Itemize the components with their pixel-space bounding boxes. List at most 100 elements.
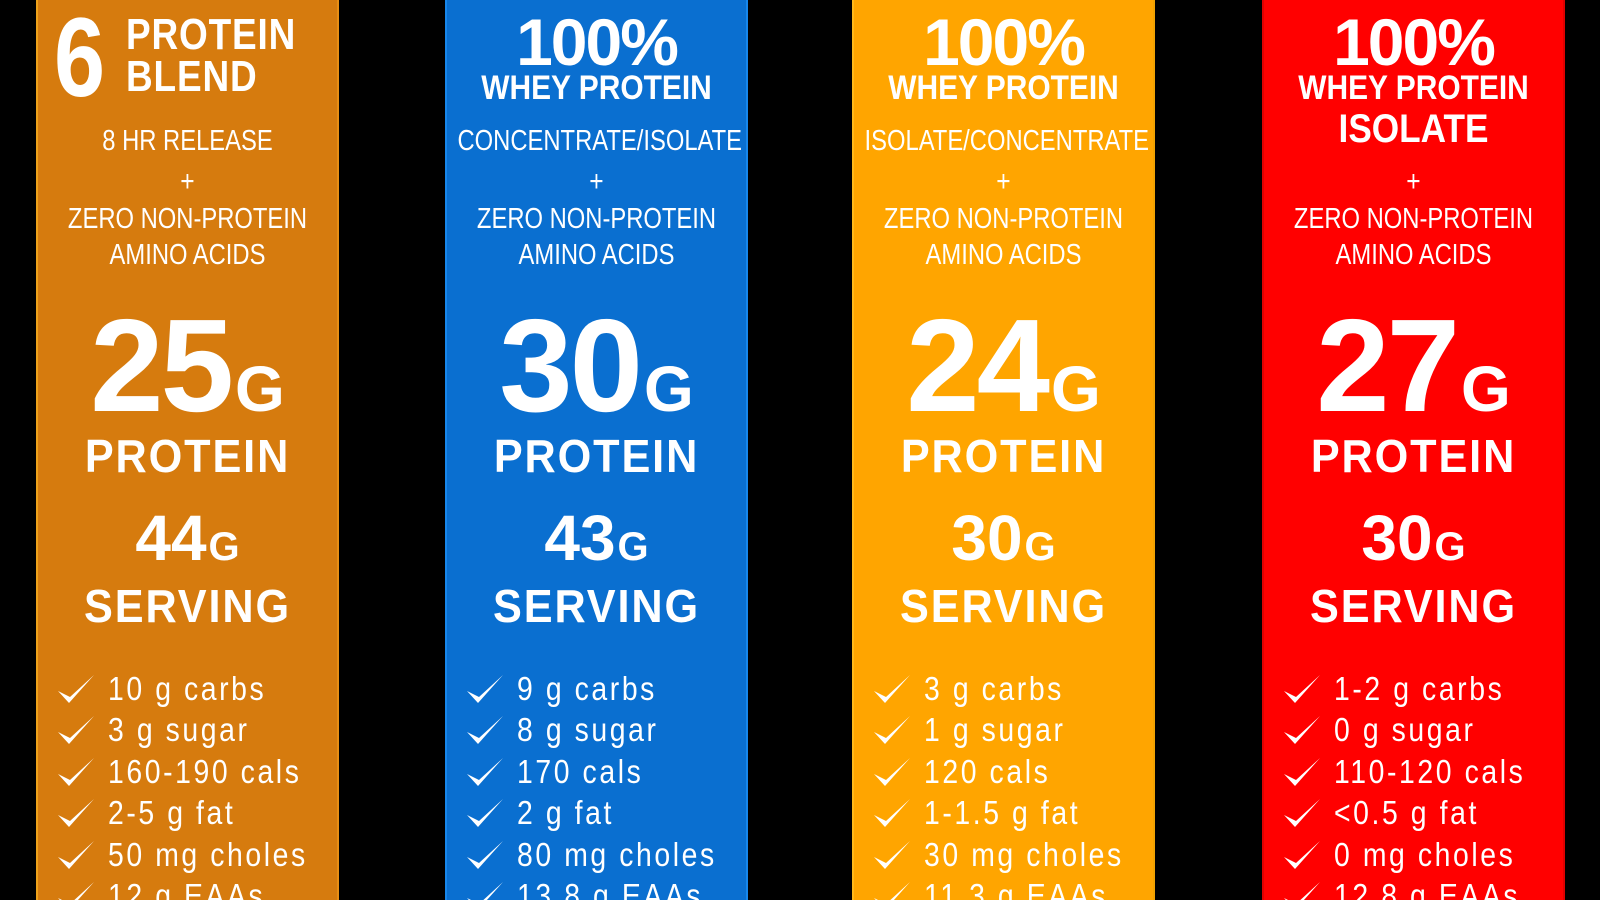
fact-text: 80 mg choles xyxy=(517,835,717,873)
protein-value: 27 xyxy=(1316,292,1460,439)
protein-label: PROTEIN xyxy=(493,430,700,482)
fact-text: 3 g sugar xyxy=(108,711,250,749)
fact-item: 2 g fat xyxy=(465,793,746,835)
protein-label: PROTEIN xyxy=(1310,430,1517,482)
fact-text: 120 cals xyxy=(924,752,1051,790)
check-icon xyxy=(58,882,94,900)
zero-line-1: ZERO NON-PROTEIN xyxy=(67,203,308,235)
zero-line-1: ZERO NON-PROTEIN xyxy=(883,203,1124,235)
serving-amount: 43G xyxy=(447,505,746,571)
serving-unit: G xyxy=(617,525,649,569)
fact-item: 1-1.5 g fat xyxy=(872,793,1153,835)
protein-amount: 25G xyxy=(38,300,337,432)
fact-text: 50 mg choles xyxy=(108,835,308,873)
protein-amount: 30G xyxy=(447,300,746,432)
check-icon xyxy=(58,757,94,786)
percent-headline: 100% xyxy=(516,5,679,79)
serving-amount: 44G xyxy=(38,505,337,571)
zero-line-2: AMINO ACIDS xyxy=(518,239,675,271)
percent-headline: 100% xyxy=(1333,5,1496,79)
zero-line-1: ZERO NON-PROTEIN xyxy=(1293,203,1534,235)
plus-sign: + xyxy=(996,165,1011,198)
check-icon xyxy=(1284,716,1320,745)
serving-unit: G xyxy=(1024,525,1056,569)
protein-unit: G xyxy=(1461,353,1511,425)
fact-item: 3 g carbs xyxy=(872,668,1153,710)
plus-sign: + xyxy=(1406,165,1421,198)
fact-text: 12 g EAAs xyxy=(108,877,266,900)
panel-title: WHEY PROTEIN xyxy=(481,69,712,107)
fact-item: 30 mg choles xyxy=(872,834,1153,876)
check-icon xyxy=(58,716,94,745)
serving-label: SERVING xyxy=(83,580,292,632)
fact-item: 0 g sugar xyxy=(1282,710,1557,752)
protein-value: 30 xyxy=(499,292,643,439)
zero-line-1: ZERO NON-PROTEIN xyxy=(476,203,717,235)
fact-text: 13.8 g EAAs xyxy=(517,877,704,900)
fact-item: 50 mg choles xyxy=(56,834,337,876)
fact-item: 80 mg choles xyxy=(465,834,746,876)
subtitle: 8 HR RELEASE xyxy=(102,125,273,157)
fact-item: 2-5 g fat xyxy=(56,793,337,835)
fact-text: 1 g sugar xyxy=(924,711,1066,749)
fact-text: <0.5 g fat xyxy=(1334,794,1479,832)
check-icon xyxy=(874,840,910,869)
fact-item: 0 mg choles xyxy=(1282,834,1557,876)
panel-whey-isolate-concentrate: 100% WHEY PROTEIN ISOLATE/CONCENTRATE + … xyxy=(852,0,1155,900)
fact-text: 1-1.5 g fat xyxy=(924,794,1081,832)
fact-text: 160-190 cals xyxy=(108,752,302,790)
fact-text: 2-5 g fat xyxy=(108,794,236,832)
fact-text: 12.8 g EAAs xyxy=(1334,877,1521,900)
serving-amount: 30G xyxy=(1264,505,1563,571)
check-icon xyxy=(874,674,910,703)
fact-text: 170 cals xyxy=(517,752,644,790)
plus-sign: + xyxy=(589,165,604,198)
serving-label: SERVING xyxy=(899,580,1108,632)
fact-item: 1 g sugar xyxy=(872,710,1153,752)
check-icon xyxy=(1284,674,1320,703)
title-line-1: PROTEIN xyxy=(126,10,297,59)
check-icon xyxy=(1284,882,1320,900)
fact-text: 3 g carbs xyxy=(924,669,1064,707)
fact-text: 9 g carbs xyxy=(517,669,657,707)
fact-item: 160-190 cals xyxy=(56,751,337,793)
check-icon xyxy=(1284,840,1320,869)
serving-value: 43 xyxy=(544,502,616,574)
check-icon xyxy=(58,840,94,869)
fact-item: 1-2 g carbs xyxy=(1282,668,1557,710)
protein-amount: 24G xyxy=(854,300,1153,432)
fact-item: <0.5 g fat xyxy=(1282,793,1557,835)
zero-line-2: AMINO ACIDS xyxy=(109,239,266,271)
protein-unit: G xyxy=(235,353,285,425)
zero-line-2: AMINO ACIDS xyxy=(925,239,1082,271)
fact-item: 11.3 g EAAs xyxy=(872,876,1153,900)
protein-value: 24 xyxy=(906,292,1050,439)
panel-title: WHEY PROTEIN xyxy=(888,69,1119,107)
fact-text: 30 mg choles xyxy=(924,835,1124,873)
check-icon xyxy=(58,674,94,703)
panel-title-line-2: ISOLATE xyxy=(1338,107,1489,151)
check-icon xyxy=(874,716,910,745)
check-icon xyxy=(467,882,503,900)
fact-text: 10 g carbs xyxy=(108,669,267,707)
fact-item: 3 g sugar xyxy=(56,710,337,752)
plus-sign: + xyxy=(180,165,195,198)
protein-label: PROTEIN xyxy=(900,430,1107,482)
fact-item: 170 cals xyxy=(465,751,746,793)
fact-text: 2 g fat xyxy=(517,794,614,832)
fact-text: 0 mg choles xyxy=(1334,835,1516,873)
check-icon xyxy=(874,882,910,900)
zero-line-2: AMINO ACIDS xyxy=(1335,239,1492,271)
fact-text: 0 g sugar xyxy=(1334,711,1476,749)
blend-count: 6 xyxy=(54,0,106,120)
nutrition-facts-list: 9 g carbs 8 g sugar 170 cals 2 g fat 80 … xyxy=(465,668,746,900)
panel-whey-concentrate-isolate: 100% WHEY PROTEIN CONCENTRATE/ISOLATE + … xyxy=(445,0,748,900)
serving-unit: G xyxy=(1434,525,1466,569)
check-icon xyxy=(467,799,503,828)
fact-item: 12.8 g EAAs xyxy=(1282,876,1557,900)
fact-item: 120 cals xyxy=(872,751,1153,793)
check-icon xyxy=(58,799,94,828)
panel-whey-isolate: 100% WHEY PROTEIN ISOLATE + ZERO NON-PRO… xyxy=(1262,0,1565,900)
check-icon xyxy=(874,799,910,828)
subtitle: CONCENTRATE/ISOLATE xyxy=(457,125,743,157)
